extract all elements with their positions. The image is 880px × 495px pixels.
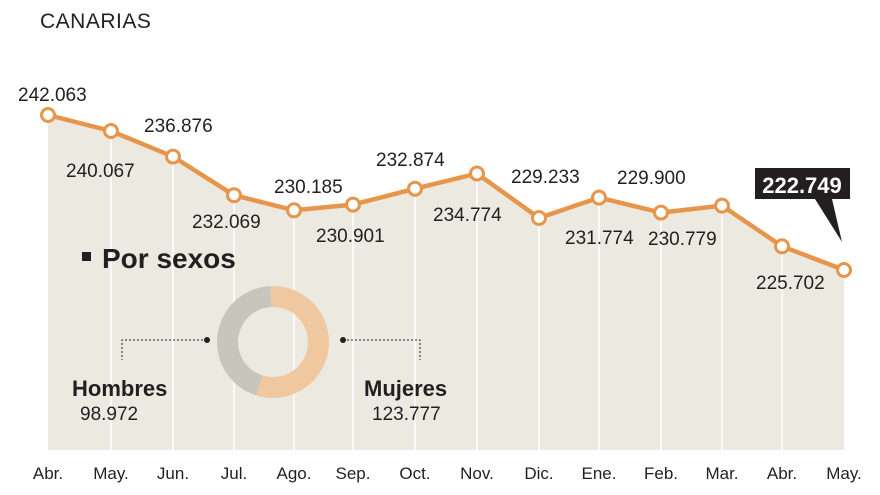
inset-title: Por sexos [102, 243, 236, 274]
x-tick-label: Jun. [157, 464, 189, 483]
callout-label: 222.749 [762, 173, 842, 198]
data-point [653, 204, 669, 221]
donut-slice-mujeres [256, 285, 330, 399]
x-tick-label: May. [93, 464, 129, 483]
data-label: 240.067 [66, 161, 135, 182]
x-tick-label: May. [826, 464, 862, 483]
data-label: 242.063 [18, 85, 87, 106]
data-label: 230.185 [274, 177, 343, 198]
data-point [103, 123, 119, 139]
data-point [40, 107, 56, 123]
data-point [774, 238, 790, 255]
x-tick-label: Mar. [705, 464, 738, 483]
inset-bullet [82, 252, 91, 261]
x-tick-label: Abr. [33, 464, 63, 483]
leader-dot-mujeres [340, 337, 346, 343]
data-label: 236.876 [144, 116, 213, 137]
callout-box [755, 168, 850, 242]
data-label: 230.901 [316, 226, 385, 247]
x-tick-label: Ene. [582, 464, 617, 483]
data-point [226, 187, 242, 204]
data-label: 234.774 [433, 205, 502, 226]
data-label: 232.069 [192, 212, 261, 233]
inset-value-hombres: 98.972 [80, 404, 138, 425]
data-point [345, 196, 361, 213]
x-tick-label: Abr. [767, 464, 797, 483]
leader-line-mujeres [343, 339, 421, 360]
inset-value-mujeres: 123.777 [372, 404, 441, 425]
data-point [469, 165, 485, 182]
data-point [714, 197, 730, 214]
chart-subtitle: CANARIAS [40, 10, 152, 33]
inset-label-hombres: Hombres [72, 376, 167, 401]
data-point [591, 189, 607, 206]
data-label: 231.774 [565, 228, 634, 249]
data-label: 225.702 [756, 273, 825, 294]
data-point [165, 148, 181, 165]
donut-slice-hombres [217, 286, 272, 396]
data-label: 232.874 [376, 150, 445, 171]
x-tick-label: Dic. [524, 464, 553, 483]
leader-line-hombres [121, 339, 207, 360]
x-tick-label: Jul. [221, 464, 247, 483]
x-tick-label: Oct. [399, 464, 430, 483]
data-label: 229.233 [511, 167, 580, 188]
x-tick-label: Sep. [336, 464, 371, 483]
data-point [407, 180, 423, 197]
data-label: 230.779 [648, 229, 717, 250]
series-line [45, 112, 847, 273]
x-tick-label: Feb. [644, 464, 678, 483]
data-point [531, 210, 547, 226]
x-tick-label: Nov. [460, 464, 494, 483]
x-tick-label: Ago. [277, 464, 312, 483]
leader-dot-hombres [204, 337, 210, 343]
data-point [286, 202, 302, 219]
data-label: 229.900 [617, 168, 686, 189]
inset-label-mujeres: Mujeres [364, 376, 447, 401]
data-point [836, 262, 852, 278]
